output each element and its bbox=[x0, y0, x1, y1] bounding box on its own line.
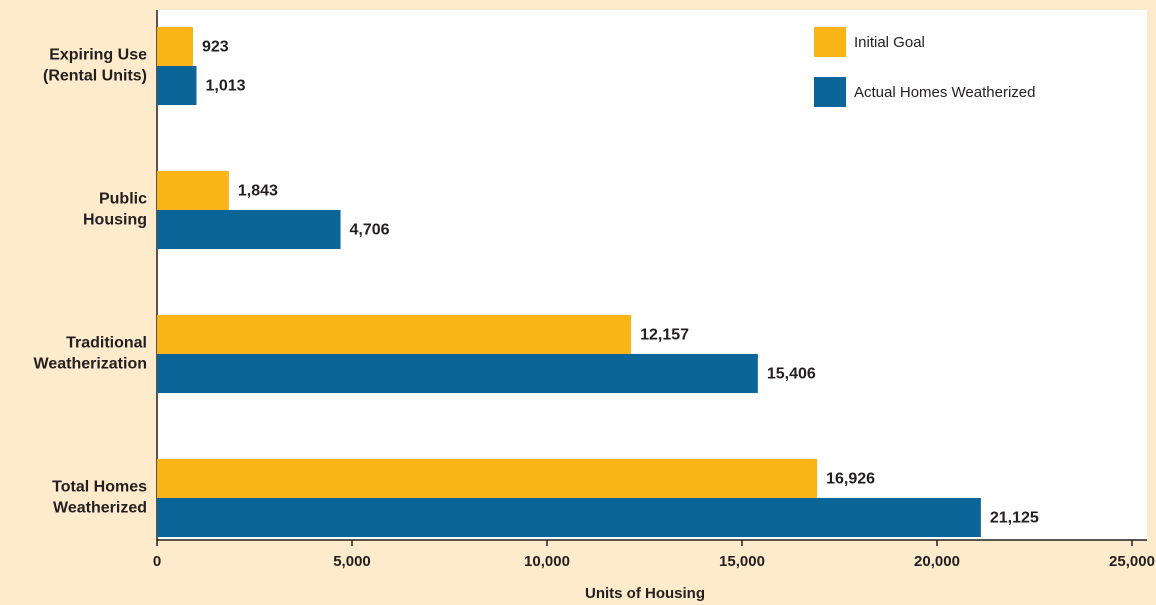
bar bbox=[157, 315, 632, 354]
value-label: 21,125 bbox=[990, 510, 1039, 527]
y-tick-label: Total Homes bbox=[52, 479, 147, 496]
plot-area bbox=[157, 10, 1147, 540]
bar bbox=[157, 171, 229, 210]
value-label: 1,843 bbox=[238, 183, 278, 200]
bar bbox=[157, 459, 818, 498]
x-axis-title: Units of Housing bbox=[585, 585, 705, 602]
bar bbox=[157, 66, 197, 105]
y-tick-label: Traditional bbox=[66, 335, 147, 352]
value-label: 4,706 bbox=[350, 222, 390, 239]
y-tick-label: (Rental Units) bbox=[43, 68, 147, 85]
legend-swatch bbox=[814, 77, 846, 107]
value-label: 1,013 bbox=[206, 78, 246, 95]
value-label: 923 bbox=[202, 39, 229, 56]
y-tick-label: Housing bbox=[83, 212, 147, 229]
bar bbox=[157, 498, 981, 537]
bar bbox=[157, 354, 758, 393]
value-label: 16,926 bbox=[826, 471, 875, 488]
y-tick-label: Weatherization bbox=[34, 356, 148, 373]
x-tick-label: 15,000 bbox=[719, 553, 765, 570]
x-tick-label: 0 bbox=[153, 553, 161, 570]
bar bbox=[157, 210, 341, 249]
x-tick-label: 25,000 bbox=[1109, 553, 1155, 570]
x-tick-label: 10,000 bbox=[524, 553, 570, 570]
y-tick-label: Expiring Use bbox=[49, 47, 147, 64]
x-tick-label: 20,000 bbox=[914, 553, 960, 570]
legend-label: Initial Goal bbox=[854, 34, 925, 51]
value-label: 15,406 bbox=[767, 366, 816, 383]
legend-swatch bbox=[814, 27, 846, 57]
y-tick-label: Weatherized bbox=[53, 500, 147, 517]
x-tick-label: 5,000 bbox=[333, 553, 371, 570]
y-tick-label: Public bbox=[99, 191, 147, 208]
legend-label: Actual Homes Weatherized bbox=[854, 84, 1035, 101]
value-label: 12,157 bbox=[640, 327, 689, 344]
bar bbox=[157, 27, 193, 66]
